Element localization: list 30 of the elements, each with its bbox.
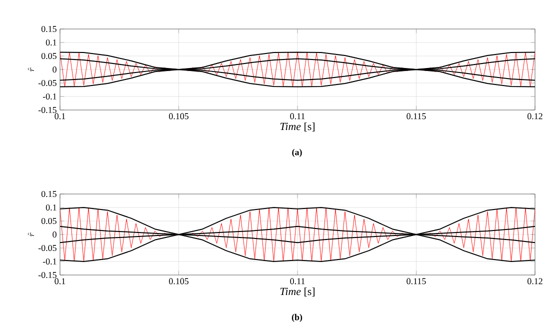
text: (a) [292,148,302,158]
y-tick-label: -0.1 [42,258,56,265]
x-axis-title: Time [s] [280,122,314,132]
y-tick-label: 0.05 [41,52,56,60]
text: (b) [292,314,302,322]
y-axis-title: $\hat{r}$ [28,232,34,236]
y-tick-label: 0 [52,231,56,238]
y-tick-label: 0.05 [41,218,56,224]
x-tick-label: 0.12 [528,278,542,284]
x-tick-label: 0.115 [406,113,426,120]
x-tick-label: 0.105 [169,113,188,120]
y-tick-label: 0.15 [41,26,56,32]
y-tick-label: 0.1 [46,39,56,46]
x-tick-label: 0.12 [528,113,542,120]
x-tick-label: 0.115 [406,278,426,284]
y-tick-label: 0 [52,66,56,73]
y-tick-label: -0.15 [38,272,56,278]
y-tick-label: -0.05 [38,80,56,86]
x-axis-title: Time [s] [280,287,314,297]
x-tick-label: 0.11 [290,113,305,120]
x-tick-label: 0.11 [290,278,305,284]
y-tick-label: -0.05 [38,244,56,252]
line-series [60,207,536,262]
y-tick-label: 0.15 [41,190,56,198]
x-tick-label: 0.105 [169,278,188,284]
y-tick-label: 0.1 [46,204,56,211]
y-tick-label: -0.1 [42,93,56,100]
line-series [60,52,536,87]
y-tick-label: -0.15 [38,106,56,114]
y-axis-title: $\hat{r}$ [28,68,34,72]
